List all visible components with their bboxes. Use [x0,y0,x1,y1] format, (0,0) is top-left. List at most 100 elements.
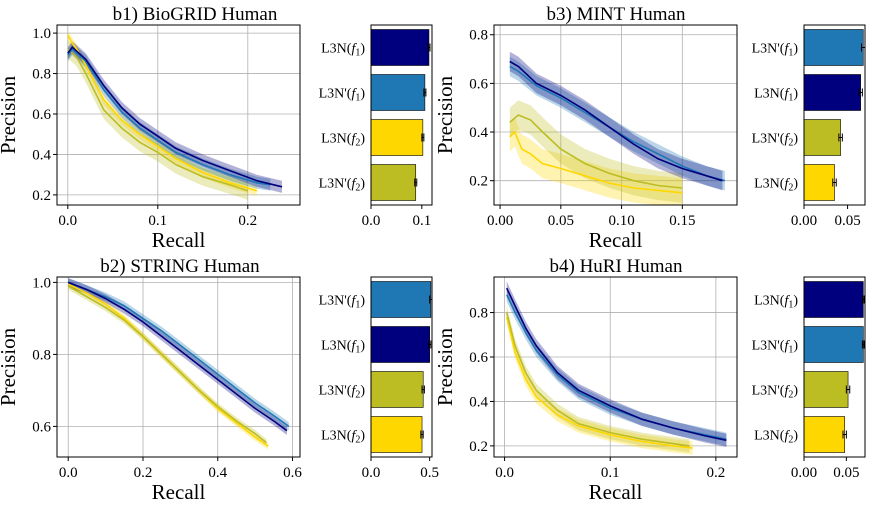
series-line [67,285,267,444]
x-tick-label: 0.2 [134,465,153,481]
x-tick-label: 0.2 [706,465,725,481]
plot-area [509,51,726,205]
bar [370,74,426,111]
series-line [509,114,683,189]
series-line [509,60,723,182]
y-tick-label: 0.2 [32,188,51,204]
x-tick-label: 0.0 [59,465,78,481]
bar [803,74,861,111]
x-tick-label: 0.5 [420,465,439,481]
bar [370,281,432,318]
series-band [68,278,289,431]
y-tick-label: 0.4 [32,147,51,163]
axes-frame [803,24,866,206]
series-line [67,34,258,192]
x-tick-label: 0.10 [608,213,634,229]
y-tick-label: 0.8 [32,67,51,83]
bar-category-label: L3N'(f1) [319,87,366,104]
series-line [67,281,290,428]
y-tick-label: 0.8 [469,28,488,44]
bar-category-label: L3N(f2) [754,429,798,446]
series-band [509,117,683,205]
chart-title: b2) STRING Human [100,256,260,277]
bar-category-label: L3N(f1) [754,294,798,311]
bar-category-label: L3N'(f2) [319,177,366,194]
series-band [67,43,271,191]
y-axis-label: Precision [433,327,457,406]
x-tick-label: 0.00 [487,213,513,229]
y-axis-label: Precision [0,327,20,406]
plot-area [67,278,290,450]
bar [803,371,849,408]
pr-chart-b1: 0.0 0.1 0.2 0.2 0.4 0.6 0.8 1.0 b1) BioGRID Huma… [0,4,301,252]
x-tick-label: 0.4 [208,465,227,481]
y-tick-label: 1.0 [32,275,51,291]
series-band [509,51,723,191]
bar-category-label: L3N'(f1) [752,339,799,356]
bar-category-label: L3N(f2) [754,177,798,194]
axes-frame [493,276,738,458]
series-band [509,56,725,191]
series-band [509,100,683,203]
bar [370,326,430,363]
bar [803,281,864,318]
bar [370,371,424,408]
bar-category-label: L3N(f1) [321,42,365,59]
bar [803,164,835,201]
bar-chart-b2-bar: L3N'(f1) L3N(f1) L3N'(f2) L3N(f2) 0.0 0.5 [319,276,439,481]
x-axis-label: Recall [152,228,206,252]
series-band [67,41,282,193]
bar [803,119,841,156]
y-tick-label: 0.8 [469,306,488,322]
bar [803,326,864,363]
x-tick-label: 0.05 [834,213,860,229]
x-axis-label: Recall [152,480,206,504]
series-band [506,310,693,455]
x-tick-label: 0.1 [601,465,620,481]
x-tick-label: 0.15 [669,213,695,229]
bar-category-label: L3N'(f2) [752,384,799,401]
bar-chart-b4-bar: L3N(f1) L3N'(f1) L3N'(f2) L3N(f2) 0.00 0.05 [752,276,866,481]
series-band [68,278,287,435]
y-tick-label: 1.0 [32,26,51,42]
bar-category-label: L3N'(f2) [752,132,799,149]
bar-chart-b3-bar: L3N'(f1) L3N(f1) L3N'(f2) L3N(f2) 0.00 0.05 [752,24,866,229]
series-band [506,288,727,446]
axes-frame [56,24,301,206]
x-axis-label: Recall [589,228,643,252]
bar-category-label: L3N(f1) [754,87,798,104]
plot-area [67,30,283,200]
x-tick-label: 0.1 [412,213,431,229]
x-tick-label: 0.05 [833,465,859,481]
series-band [506,305,690,453]
axes-frame [493,24,738,206]
bar [803,29,864,66]
series-line [67,281,288,432]
pr-chart-b2: 0.0 0.2 0.4 0.6 0.6 0.8 1.0 b2) STRING Human Rec… [0,256,302,504]
pr-chart-b4: 0.0 0.1 0.2 0.2 0.4 0.6 0.8 b4) HuRI Human Recal… [433,256,738,504]
y-tick-label: 0.6 [469,76,488,92]
series-line [509,130,683,194]
bar [370,119,424,156]
axes-frame [370,276,433,458]
y-tick-label: 0.8 [32,347,51,363]
y-axis-label: Precision [0,75,20,154]
x-tick-label: 0.0 [362,213,381,229]
bar-category-label: L3N(f2) [321,132,365,149]
bar-category-label: L3N(f1) [321,339,365,356]
axes-frame [56,276,301,458]
y-tick-label: 0.4 [469,125,488,141]
bar [370,29,430,66]
x-tick-label: 0.0 [58,213,77,229]
chart-title: b4) HuRI Human [550,256,683,277]
series-line [505,287,727,442]
y-tick-label: 0.6 [469,350,488,366]
series-line [505,316,693,449]
axes-frame [370,24,433,206]
y-tick-label: 0.2 [469,439,488,455]
series-line [67,48,271,186]
pr-chart-b3: 0.00 0.05 0.10 0.15 0.2 0.4 0.6 0.8 b3) MINT Hum… [433,4,738,252]
y-tick-label: 0.6 [32,419,51,435]
x-tick-label: 0.6 [283,465,302,481]
